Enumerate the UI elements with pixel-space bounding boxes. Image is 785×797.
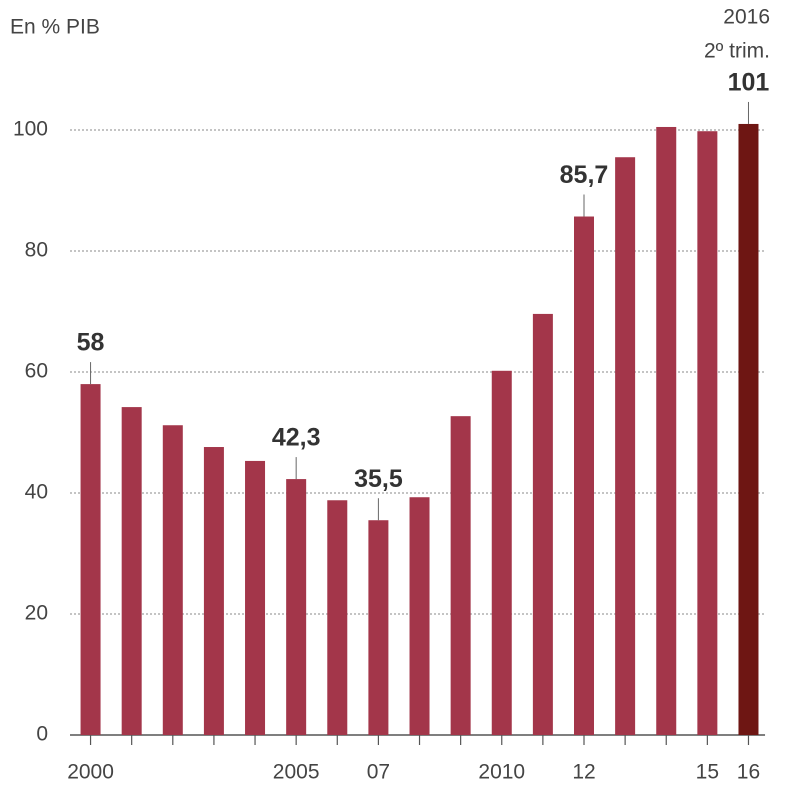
x-tick-label: 2005 xyxy=(273,761,320,784)
bar xyxy=(286,479,307,735)
bar xyxy=(121,407,142,735)
bar xyxy=(450,416,471,735)
annotation: 2016 xyxy=(723,6,770,29)
data-label: 42,3 xyxy=(272,424,321,452)
bar xyxy=(162,425,183,735)
y-tick-label: 60 xyxy=(25,360,48,383)
y-tick-label: 40 xyxy=(25,481,48,504)
data-label: 85,7 xyxy=(560,161,609,189)
bar xyxy=(574,216,594,735)
bar xyxy=(80,384,101,735)
bar xyxy=(409,497,430,735)
data-label: 58 xyxy=(77,329,105,357)
x-tick-label: 12 xyxy=(572,761,595,784)
data-label: 101 xyxy=(728,69,770,97)
bar xyxy=(656,126,677,736)
x-tick-label: 16 xyxy=(737,761,760,784)
bar xyxy=(203,447,224,735)
chart-title: En % PIB xyxy=(10,16,100,39)
y-tick-label: 0 xyxy=(36,723,48,746)
bar xyxy=(491,370,512,735)
annotation: 2º trim. xyxy=(704,40,770,63)
bar xyxy=(245,460,266,735)
y-tick-label: 80 xyxy=(25,239,48,262)
bar xyxy=(327,500,348,735)
y-tick-label: 100 xyxy=(13,118,48,141)
bar xyxy=(697,131,718,735)
x-tick-label: 2000 xyxy=(67,761,114,784)
bar xyxy=(615,157,636,736)
bar xyxy=(532,313,553,735)
x-tick-label: 15 xyxy=(696,761,719,784)
bar xyxy=(368,520,389,735)
data-label: 35,5 xyxy=(354,465,403,493)
x-tick-label: 07 xyxy=(367,761,390,784)
y-tick-label: 20 xyxy=(25,602,48,625)
x-tick-label: 2010 xyxy=(478,761,525,784)
bar xyxy=(738,123,759,735)
